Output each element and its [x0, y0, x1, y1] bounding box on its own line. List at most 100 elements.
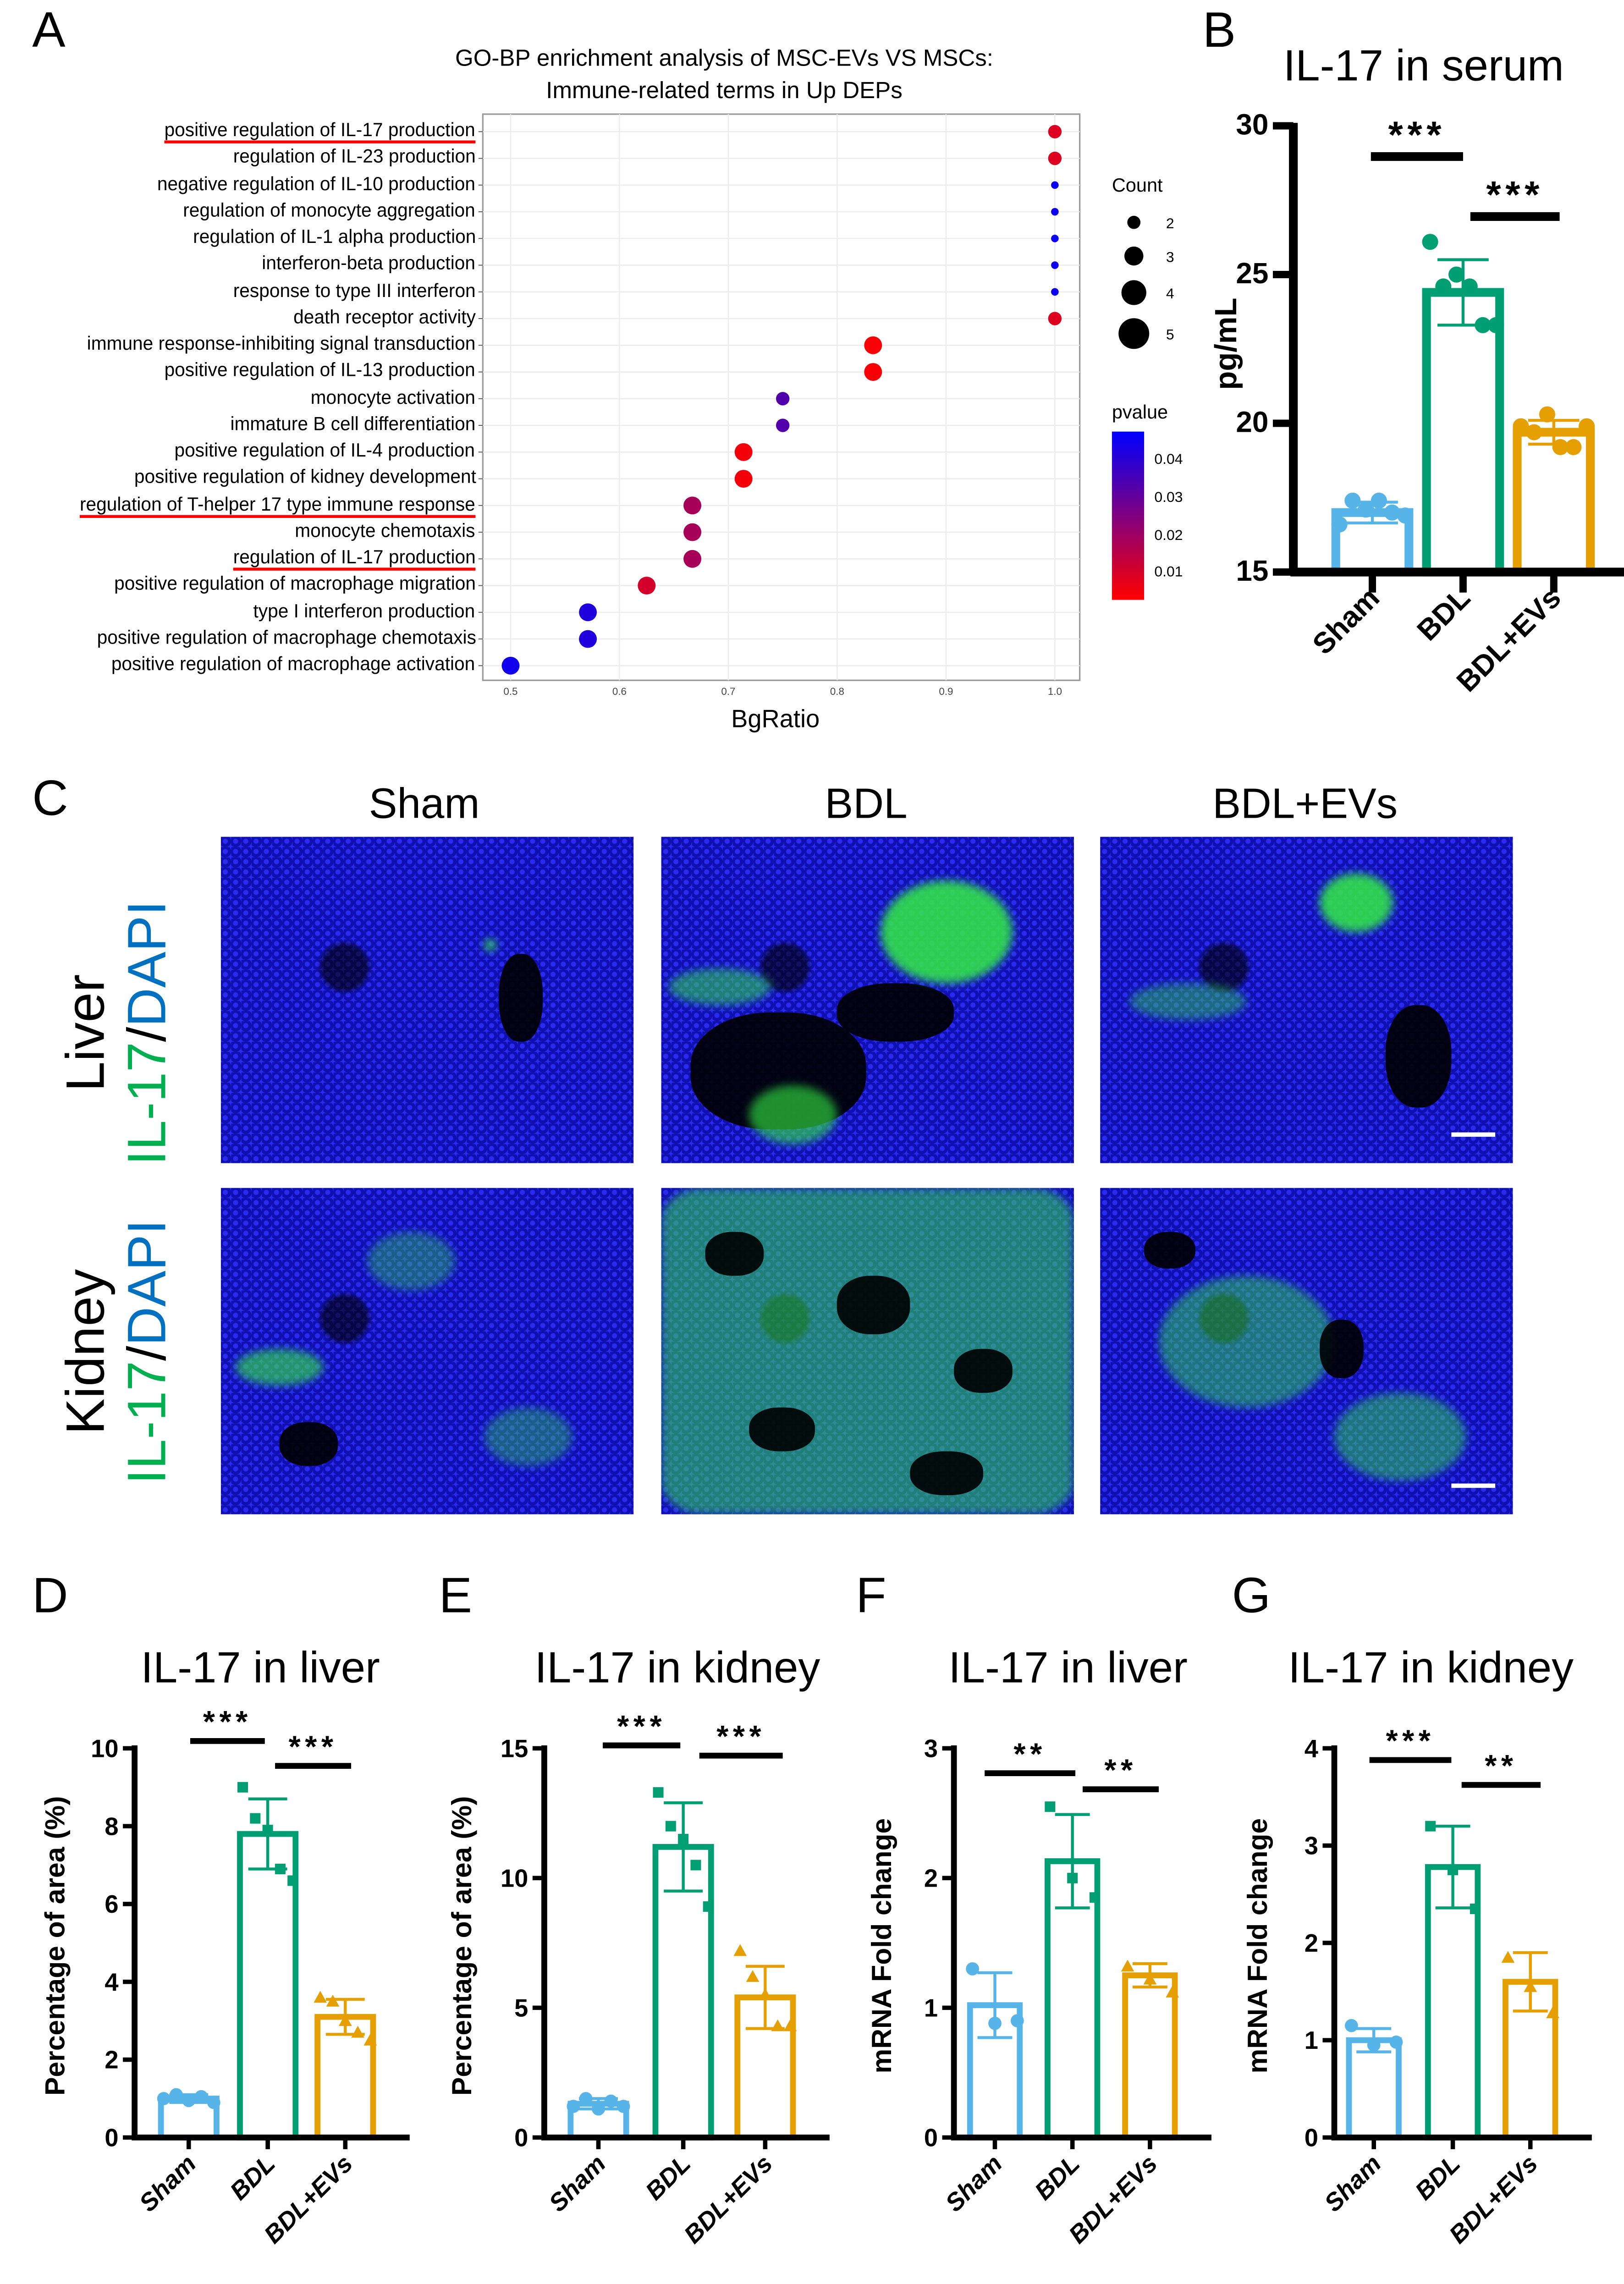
- go-term-label: monocyte activation: [310, 385, 476, 407]
- go-term-label: positive regulation of macrophage migrat…: [114, 572, 476, 594]
- data-point: [1121, 1959, 1134, 1972]
- chart-title: IL-17 in liver: [948, 1643, 1188, 1692]
- go-term-label: positive regulation of IL-13 production: [165, 358, 476, 381]
- data-point: [1565, 439, 1582, 456]
- pvalue-legend-label: 0.01: [1154, 563, 1183, 580]
- x-tick-label: 0.6: [612, 686, 627, 697]
- pvalue-legend-label: 0.04: [1154, 451, 1183, 467]
- significance-stars: ***: [289, 1729, 338, 1764]
- count-legend-dot: [1118, 318, 1150, 349]
- y-tick-label: 0: [514, 2124, 528, 2152]
- micrograph-kidney-bdl-evs: [1100, 1188, 1513, 1514]
- y-tick-label: 20: [1236, 406, 1268, 439]
- data-point: [262, 1825, 273, 1836]
- significance-stars: **: [1485, 1749, 1517, 1783]
- y-tick-label: 8: [105, 1813, 118, 1840]
- go-term-label: positive regulation of macrophage chemot…: [96, 626, 476, 648]
- term-dot: [1051, 181, 1059, 189]
- micrograph-liver-bdl-evs: [1100, 837, 1513, 1163]
- micrograph-liver-bdl: [661, 837, 1074, 1163]
- count-legend-label: 5: [1166, 326, 1174, 343]
- term-dot: [683, 550, 702, 568]
- data-point: [783, 2019, 797, 2031]
- y-tick-label: 4: [1305, 1735, 1318, 1762]
- term-dot: [1048, 312, 1062, 325]
- data-point: [1488, 317, 1504, 333]
- data-point: [351, 2025, 364, 2038]
- micrograph-kidney-sham: [220, 1188, 634, 1514]
- go-term-label: positive regulation of kidney developmen…: [133, 465, 476, 488]
- y-tick-label: 3: [1305, 1833, 1318, 1860]
- y-tick-label: 1: [924, 1995, 938, 2022]
- data-point: [617, 2100, 630, 2113]
- data-point: [363, 2033, 377, 2046]
- y-tick-label: 10: [91, 1735, 118, 1762]
- y-tick-label: 6: [105, 1891, 118, 1918]
- data-point: [314, 1991, 327, 2003]
- data-point: [194, 2090, 208, 2103]
- y-axis-label: Percentage of area (%): [446, 1796, 477, 2096]
- data-point: [653, 1787, 664, 1798]
- data-point: [1513, 418, 1529, 435]
- y-tick-label: 25: [1236, 257, 1268, 290]
- data-point: [759, 1988, 772, 2000]
- data-point: [237, 1782, 248, 1793]
- y-tick-label: 5: [514, 1995, 528, 2022]
- data-point: [1501, 1951, 1515, 1963]
- data-point: [771, 2019, 785, 2031]
- panel-letter-b: B: [1202, 3, 1236, 59]
- significance-stars: ***: [1388, 113, 1446, 156]
- bar-sham: [1346, 2037, 1402, 2141]
- y-tick-label: 0: [924, 2124, 938, 2152]
- y-tick-label: 10: [501, 1865, 528, 1892]
- y-tick-label: 15: [501, 1735, 528, 1762]
- go-term-label: positive regulation of macrophage activa…: [111, 652, 476, 675]
- count-legend-dot: [1127, 215, 1141, 229]
- data-point: [1425, 1821, 1436, 1832]
- data-point: [1422, 234, 1438, 250]
- micrograph-kidney-bdl: [661, 1188, 1074, 1514]
- go-term-label: regulation of monocyte aggregation: [183, 198, 476, 221]
- data-point: [1435, 278, 1452, 295]
- term-dot: [1051, 261, 1059, 269]
- data-point: [703, 1901, 714, 1912]
- category-label: BDL: [1410, 2150, 1465, 2205]
- scale-bar: [1451, 1483, 1496, 1488]
- chart-title: IL-17 in kidney: [534, 1643, 820, 1692]
- significance-stars: **: [1013, 1737, 1046, 1771]
- panel-letter-d: D: [32, 1568, 68, 1624]
- chart-title: IL-17 in serum: [1283, 41, 1564, 90]
- y-tick-label: 2: [924, 1865, 938, 1892]
- y-tick-label: 2: [105, 2047, 118, 2074]
- x-tick-label: 0.5: [503, 686, 517, 697]
- significance-stars: ***: [203, 1705, 252, 1739]
- x-tick-label: 0.9: [939, 686, 953, 697]
- y-tick-label: 0: [105, 2124, 118, 2152]
- data-point: [157, 2092, 171, 2105]
- data-point: [326, 1994, 340, 2007]
- go-title-line1: GO-BP enrichment analysis of MSC-EVs VS …: [455, 47, 994, 72]
- data-point: [1371, 492, 1387, 509]
- significance-stars: ***: [716, 1719, 765, 1754]
- y-tick-label: 15: [1236, 554, 1268, 587]
- data-point: [1389, 2035, 1403, 2049]
- x-axis-label: BgRatio: [731, 705, 820, 732]
- panel-letter-f: F: [856, 1568, 886, 1624]
- data-point: [250, 1813, 261, 1824]
- go-term-label: positive regulation of IL-4 production: [175, 439, 476, 461]
- data-point: [182, 2094, 196, 2108]
- data-point: [1546, 2006, 1559, 2019]
- data-point: [207, 2096, 220, 2109]
- y-axis-label: Percentage of area (%): [39, 1796, 70, 2096]
- data-point: [988, 2016, 1002, 2030]
- data-point: [1448, 266, 1465, 283]
- column-header-sham: Sham: [369, 781, 480, 828]
- y-axis-label: mRNA Fold change: [866, 1818, 897, 2074]
- go-term-label: regulation of T-helper 17 type immune re…: [80, 493, 476, 517]
- data-point: [733, 1944, 747, 1956]
- data-point: [1461, 278, 1478, 295]
